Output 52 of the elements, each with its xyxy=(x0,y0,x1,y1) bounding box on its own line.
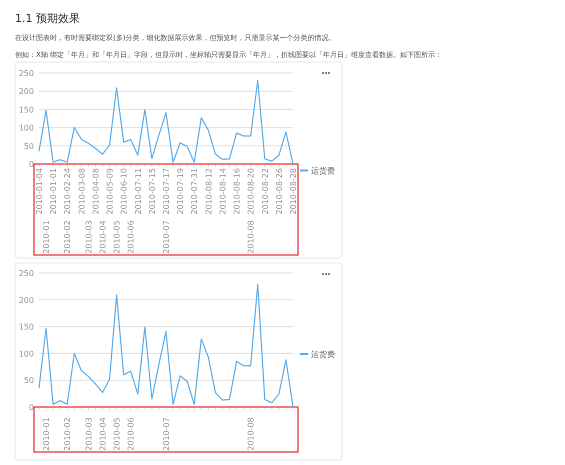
y-tick-label: 100 xyxy=(18,349,34,358)
y-tick-label: 200 xyxy=(18,296,34,305)
y-tick-label: 200 xyxy=(18,87,34,96)
y-tick-label: 0 xyxy=(28,403,34,412)
y-tick-label: 250 xyxy=(18,69,34,78)
y-tick-label: 50 xyxy=(24,142,34,151)
x-tick-label: 2010-05 xyxy=(112,417,122,451)
x-tick-label: 2010-08 xyxy=(246,417,256,451)
legend-label: 运货费 xyxy=(311,350,335,359)
y-tick-label: 0 xyxy=(28,160,34,169)
text: 2010-03 xyxy=(84,220,94,254)
x-tick-label: 2010-07-19 xyxy=(176,168,186,214)
x-tick-label: 2010-08-14 xyxy=(218,168,228,214)
x-tick-label: 2010-02-24 xyxy=(63,168,72,214)
x-tick-label: 2010-02 xyxy=(63,417,72,451)
text: 2010-07 xyxy=(162,220,171,254)
text: 2010-04 xyxy=(98,220,108,254)
x-tick-label: 2010-03 xyxy=(84,417,94,451)
text: 1.1 预期效果 xyxy=(15,12,80,25)
x-tick-label: 2010-04-08 xyxy=(91,168,100,214)
y-tick-label: 150 xyxy=(18,105,34,114)
y-tick-label: 150 xyxy=(18,322,34,332)
x-tick-label: 2010-08-28 xyxy=(289,168,298,214)
x-tick-label: 2010-07-11 xyxy=(134,168,143,214)
x-tick-label: 2010-01-04 xyxy=(35,168,44,214)
x-tick-label: 2010-04 xyxy=(98,417,108,451)
x-tick-label: 2010-07 xyxy=(162,417,171,451)
x-tick-label: 2010-05-09 xyxy=(106,168,115,214)
text: 2010-05 xyxy=(112,220,122,254)
x-tick-label: 2010-07-31 xyxy=(190,168,200,214)
x-tick-label: 2010-08-16 xyxy=(232,168,242,214)
x-tick-label: 2010-06 xyxy=(126,417,136,451)
line-series xyxy=(38,284,294,408)
text: 2010-08 xyxy=(246,220,256,254)
y-tick-label: 50 xyxy=(24,376,34,386)
y-tick-label: 250 xyxy=(18,269,34,278)
text: 2010-06 xyxy=(126,220,136,254)
x-tick-label: 2010-01-01 xyxy=(49,168,58,214)
x-tick-label: 2010-03-08 xyxy=(77,168,86,214)
text: 2010-02 xyxy=(63,220,72,254)
x-tick-label: 2010-07-15 xyxy=(148,168,157,214)
line-series xyxy=(38,80,294,165)
x-tick-label: 2010-08-12 xyxy=(204,168,214,214)
legend-label: 运货费 xyxy=(311,166,335,176)
y-tick-label: 100 xyxy=(18,124,34,133)
x-tick-label: 2010-08-26 xyxy=(274,168,284,214)
text: 2010-01 xyxy=(42,220,52,254)
x-tick-label: 2010-06-10 xyxy=(120,168,129,214)
x-tick-label: 2010-07-17 xyxy=(162,168,171,214)
x-tick-label: 2010-08-20 xyxy=(246,168,256,214)
x-tick-label: 2010-01 xyxy=(42,417,52,451)
x-tick-label: 2010-08-22 xyxy=(260,168,270,214)
